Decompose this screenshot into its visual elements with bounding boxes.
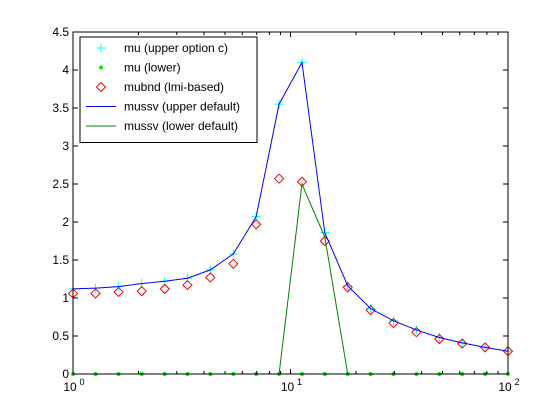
x-tick-exponent: 2 bbox=[514, 377, 519, 387]
y-tick-label: 4 bbox=[62, 63, 69, 77]
y-tick-label: 3.5 bbox=[52, 101, 69, 115]
data-point bbox=[136, 285, 147, 297]
legend-label: mussv (upper default) bbox=[124, 100, 240, 114]
y-tick-label: 0.5 bbox=[52, 329, 69, 343]
data-point bbox=[342, 282, 353, 293]
legend: mu (upper option c) mu (lower) mubnd (lmi-… bbox=[79, 36, 258, 143]
data-point bbox=[434, 333, 445, 345]
y-tick-label: 1 bbox=[62, 291, 69, 305]
x-tick-label: 10 bbox=[281, 380, 295, 394]
x-tick-label: 10 bbox=[498, 380, 512, 394]
legend-entry-0: mu (upper option c) bbox=[96, 41, 228, 55]
legend-label: mussv (lower default) bbox=[124, 119, 238, 133]
legend-marker bbox=[96, 43, 106, 53]
x-tick-label: 10 bbox=[63, 380, 77, 394]
y-tick-label: 0 bbox=[62, 367, 69, 381]
data-point bbox=[479, 342, 491, 353]
legend-box bbox=[79, 36, 258, 143]
legend-label: mubnd (lmi-based) bbox=[124, 80, 224, 94]
legend-label: mu (lower) bbox=[124, 61, 181, 75]
legend-label: mu (upper option c) bbox=[124, 41, 228, 55]
data-point bbox=[205, 272, 216, 283]
y-tick-label: 1.5 bbox=[52, 253, 69, 267]
series-3 bbox=[72, 60, 509, 352]
data-point bbox=[90, 288, 101, 299]
data-point bbox=[182, 279, 193, 291]
y-tick-label: 3 bbox=[62, 139, 69, 153]
legend-entry-1: mu (lower) bbox=[99, 61, 181, 75]
y-tick-label: 2 bbox=[62, 215, 69, 229]
legend-entry-3: mussv (upper default) bbox=[86, 100, 240, 114]
data-point bbox=[113, 286, 124, 298]
series-line bbox=[72, 60, 509, 352]
data-point bbox=[228, 258, 239, 270]
x-tick-exponent: 0 bbox=[79, 377, 84, 387]
y-tick-label: 2.5 bbox=[52, 177, 69, 191]
legend-marker bbox=[99, 65, 103, 70]
data-point bbox=[273, 173, 285, 184]
x-tick-exponent: 1 bbox=[297, 377, 302, 387]
legend-marker bbox=[95, 81, 107, 93]
legend-entry-4: mussv (lower default) bbox=[86, 119, 238, 133]
data-point bbox=[159, 283, 170, 295]
legend-entry-2: mubnd (lmi-based) bbox=[95, 80, 224, 94]
data-point bbox=[250, 219, 262, 230]
axes: 00.511.522.533.544.510 0 10 1 10 2 bbox=[52, 25, 519, 394]
data-point bbox=[365, 304, 376, 316]
y-tick-label: 4.5 bbox=[52, 25, 69, 39]
